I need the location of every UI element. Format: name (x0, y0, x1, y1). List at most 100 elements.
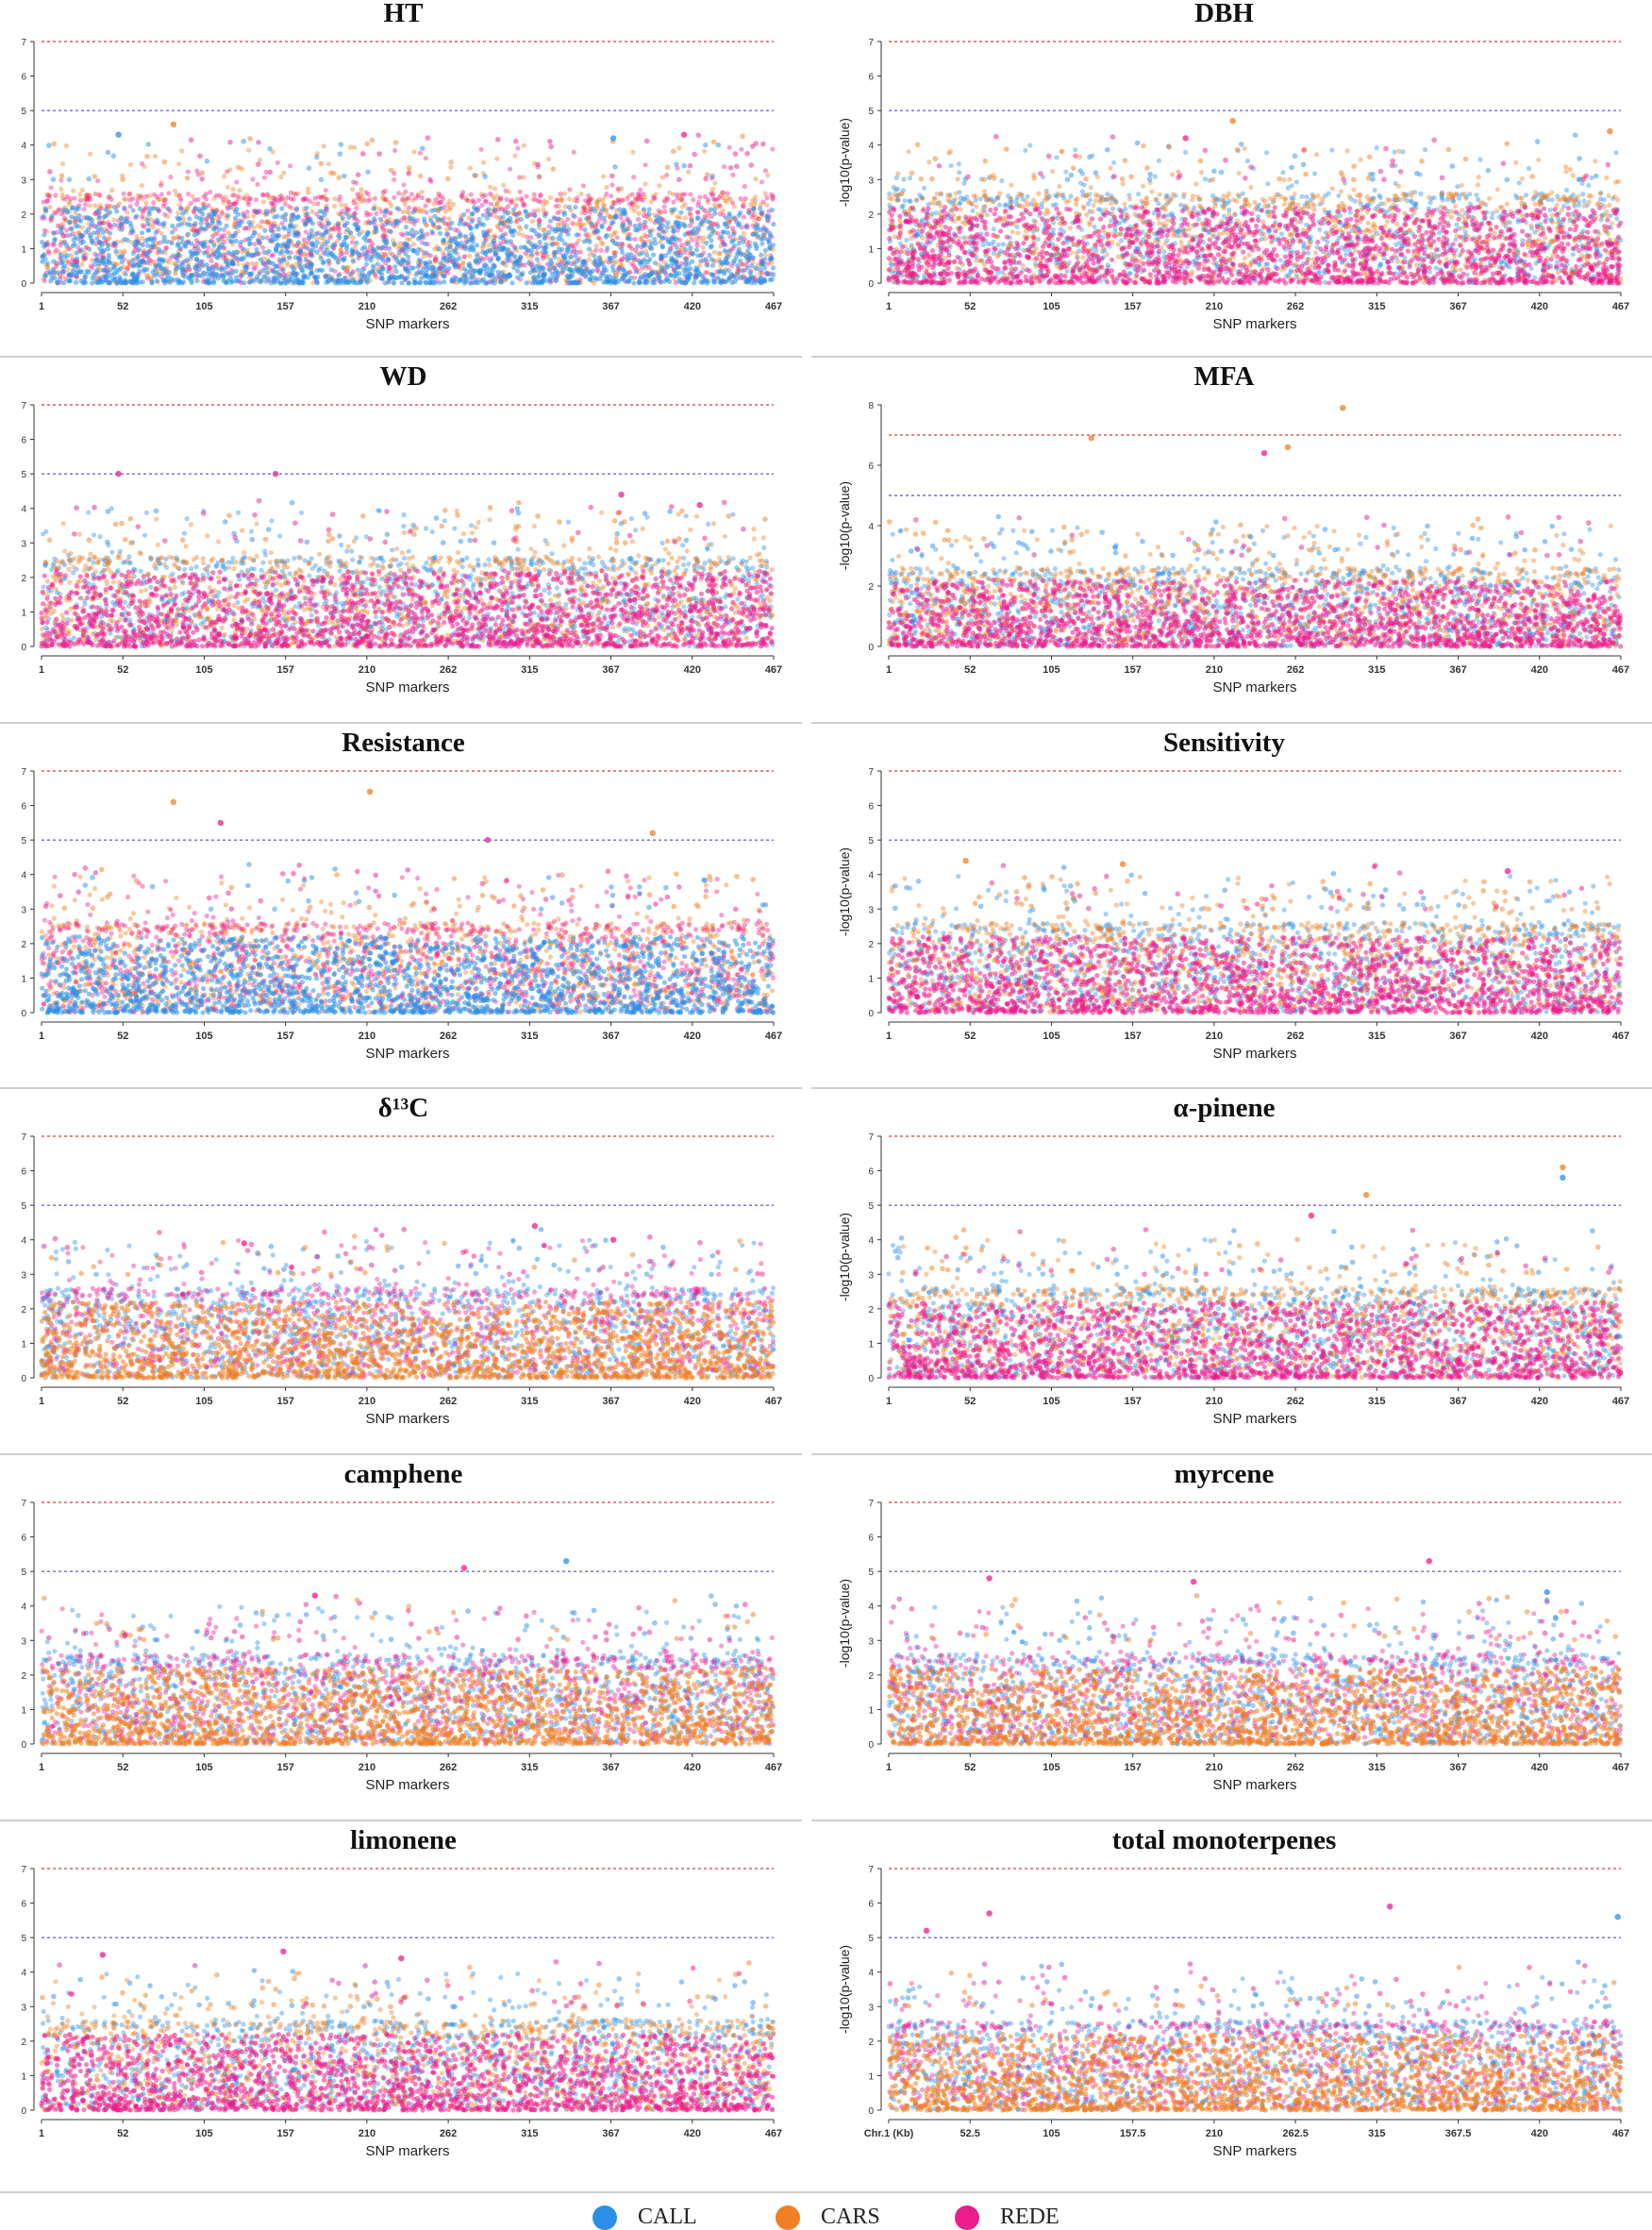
snp-point-call (660, 243, 665, 248)
snp-point-rede (749, 214, 754, 219)
snp-point-call (627, 220, 632, 225)
snp-point-cars (467, 254, 472, 259)
snp-point-call (771, 265, 776, 270)
snp-point-call (43, 274, 48, 278)
snp-point-call (1106, 262, 1110, 267)
snp-point-call (407, 280, 411, 285)
snp-point-rede (688, 192, 693, 196)
snp-point-call (145, 243, 150, 248)
snp-point-rede (439, 200, 443, 205)
snp-point-call (194, 278, 199, 283)
snp-point-cars (593, 243, 598, 248)
x-tick-label: 367 (602, 301, 619, 312)
snp-point-cars (350, 187, 355, 192)
snp-point-call (144, 267, 149, 272)
snp-point-call (224, 271, 228, 276)
snp-point-call (216, 237, 221, 242)
snp-point-call (524, 225, 528, 229)
snp-point-call (561, 226, 566, 231)
snp-point-call (471, 239, 476, 243)
snp-point-call (585, 238, 590, 243)
snp-point-call (635, 227, 640, 232)
snp-point-call (755, 222, 759, 226)
snp-point-call (732, 243, 737, 248)
snp-point-rede (252, 266, 257, 271)
snp-point-rede (749, 162, 755, 168)
snp-point-call (180, 240, 185, 244)
snp-point-cars (445, 176, 451, 182)
snp-point-call (665, 277, 670, 282)
snp-point-call (304, 206, 309, 210)
snp-point-call (120, 227, 125, 232)
snp-point-call (709, 174, 715, 179)
snp-point-call (225, 224, 229, 228)
snp-point-rede (366, 198, 371, 203)
snp-point-rede (122, 192, 126, 196)
snp-point-call (411, 210, 416, 214)
snp-point-rede (594, 268, 599, 273)
snp-point-call (1082, 182, 1087, 187)
snp-point-call (304, 257, 309, 261)
snp-point-call (181, 260, 186, 264)
snp-point-rede (690, 238, 694, 243)
snp-point-call (325, 229, 329, 234)
snp-point-call (704, 241, 709, 245)
snp-point-rede (727, 145, 732, 150)
snp-point-call (1580, 192, 1585, 196)
snp-point-call (318, 268, 323, 273)
snp-point-call (903, 198, 908, 203)
snp-point-rede (275, 160, 280, 165)
snp-point-call (511, 207, 516, 211)
snp-point-call (325, 239, 330, 243)
snp-point-rede (517, 175, 522, 179)
snp-point-call (505, 240, 509, 244)
snp-point-call (653, 260, 658, 265)
snp-point-call (749, 275, 754, 279)
snp-point-cars (109, 188, 114, 193)
snp-point-rede (78, 198, 83, 203)
snp-point-cars (542, 227, 546, 232)
snp-point-call (634, 269, 639, 274)
snp-point-rede (759, 179, 764, 184)
snp-point-call (81, 280, 86, 285)
snp-point-call (283, 226, 288, 231)
snp-point-call (647, 207, 652, 211)
snp-point-rede (47, 169, 53, 175)
snp-point-call (447, 239, 452, 243)
snp-point-rede (524, 194, 528, 199)
snp-point-call (637, 223, 642, 227)
snp-point-call (193, 221, 198, 226)
snp-point-rede (145, 276, 150, 280)
snp-point-call (625, 257, 629, 261)
snp-point-call (665, 265, 670, 270)
snp-point-call (195, 245, 200, 250)
snp-point-rede (301, 197, 306, 202)
snp-point-call (59, 230, 64, 235)
snp-point-rede (383, 197, 388, 202)
snp-point-call (462, 274, 467, 278)
snp-point-rede (625, 196, 629, 201)
snp-point-call (542, 245, 546, 250)
snp-point-call (137, 247, 142, 252)
snp-point-call (122, 206, 126, 210)
snp-point-cars (222, 174, 226, 178)
snp-point-rede (556, 210, 560, 215)
snp-point-call (769, 256, 774, 260)
snp-point-rede (631, 175, 636, 179)
snp-point-call (759, 253, 763, 258)
snp-point-call (568, 255, 573, 260)
snp-point-call (999, 178, 1004, 183)
snp-point-call (525, 280, 529, 285)
snp-point-call (401, 246, 406, 251)
snp-point-call (699, 220, 704, 225)
snp-point-cars (231, 187, 236, 192)
snp-point-call (365, 280, 370, 285)
snp-point-call (50, 275, 55, 279)
snp-point-call (681, 222, 686, 226)
snp-point-call (438, 260, 442, 265)
snp-point-rede (766, 261, 771, 266)
snp-point-call (214, 265, 219, 270)
snp-point-rede (139, 193, 143, 198)
snp-point-call (392, 242, 396, 246)
snp-point-call (119, 216, 124, 221)
